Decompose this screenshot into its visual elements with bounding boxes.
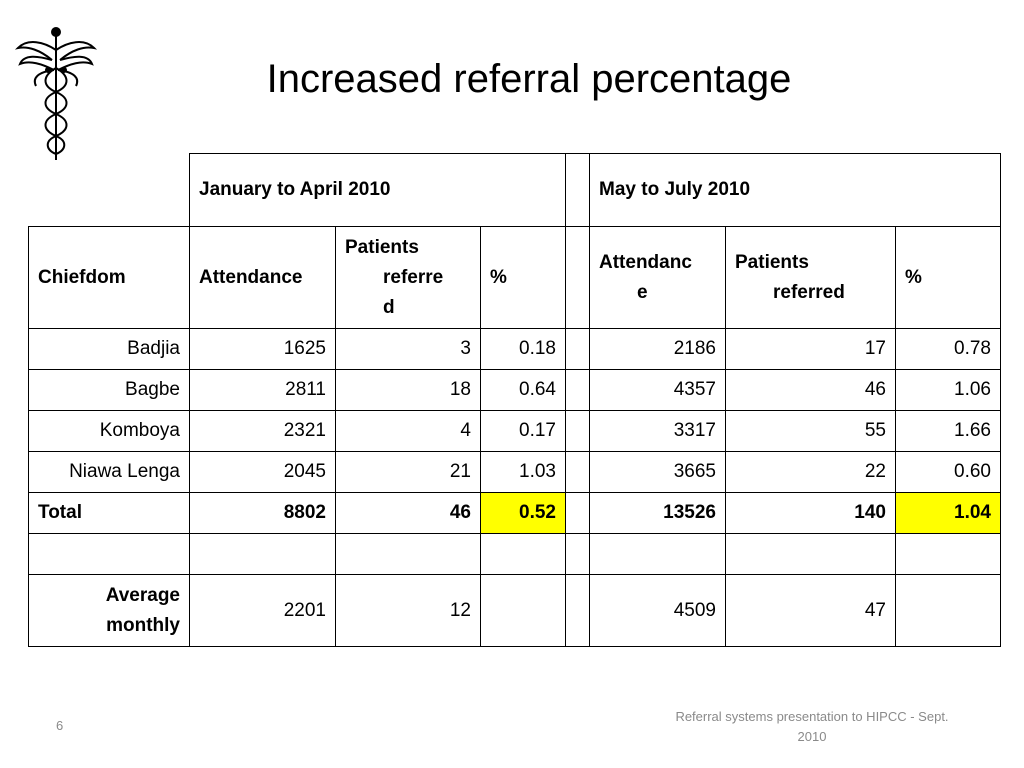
chiefdom-header: Chiefdom	[28, 226, 190, 329]
footer-note: Referral systems presentation to HIPCC -…	[675, 709, 949, 744]
referred1-header: Patients referre d	[335, 226, 481, 329]
average-attendance2: 4509	[589, 574, 726, 647]
empty-cell	[895, 574, 1001, 647]
total-attendance1: 8802	[189, 492, 336, 534]
empty-cell	[28, 533, 190, 575]
chiefdom-cell: Badjia	[28, 328, 190, 370]
average-label-line1: Average	[105, 584, 180, 606]
average-referred2: 47	[725, 574, 896, 647]
attendance1-cell: 2811	[189, 369, 336, 411]
referral-table: January to April 2010 May to July 2010 C…	[28, 153, 1001, 647]
referred2-header-line1: Patients	[735, 251, 809, 273]
referred2-cell: 17	[725, 328, 896, 370]
attendance2-header-line2: e	[637, 281, 648, 303]
separator-cell	[565, 451, 590, 493]
separator-cell	[565, 153, 590, 227]
attendance2-cell: 2186	[589, 328, 726, 370]
table-row: Badjia 1625 3 0.18 2186 17 0.78	[28, 328, 1001, 370]
pct1-cell: 0.18	[480, 328, 566, 370]
pct1-cell: 0.17	[480, 410, 566, 452]
attendance1-cell: 2321	[189, 410, 336, 452]
referred1-cell: 4	[335, 410, 481, 452]
referred1-header-line1: Patients	[345, 236, 419, 258]
pct1-cell: 0.64	[480, 369, 566, 411]
pct2-cell: 1.66	[895, 410, 1001, 452]
referred1-header-line3: d	[383, 296, 395, 318]
average-label: Average monthly	[28, 574, 190, 647]
table-row: Niawa Lenga 2045 21 1.03 3665 22 0.60	[28, 451, 1001, 493]
empty-cell	[725, 533, 896, 575]
total-pct1: 0.52	[480, 492, 566, 534]
total-pct2: 1.04	[895, 492, 1001, 534]
referred1-cell: 18	[335, 369, 481, 411]
empty-cell	[895, 533, 1001, 575]
pct2-cell: 1.06	[895, 369, 1001, 411]
average-label-line2: monthly	[106, 614, 180, 636]
period1-header: January to April 2010	[189, 153, 566, 227]
attendance1-header: Attendance	[189, 226, 336, 329]
referred2-cell: 55	[725, 410, 896, 452]
separator-cell	[565, 533, 590, 575]
page-title: Increased referral percentage	[266, 57, 792, 101]
chiefdom-cell: Bagbe	[28, 369, 190, 411]
empty-cell	[189, 533, 336, 575]
pct2-header: %	[895, 226, 1001, 329]
pct1-cell: 1.03	[480, 451, 566, 493]
average-referred1: 12	[335, 574, 481, 647]
chiefdom-cell: Komboya	[28, 410, 190, 452]
separator-cell	[565, 226, 590, 329]
average-row: Average monthly 2201 12 4509 47	[28, 574, 1001, 647]
period-header-row: January to April 2010 May to July 2010	[29, 153, 1001, 227]
table-row: Bagbe 2811 18 0.64 4357 46 1.06	[28, 369, 1001, 411]
chiefdom-cell: Niawa Lenga	[28, 451, 190, 493]
column-header-row: Chiefdom Attendance Patients referre d %…	[28, 226, 1001, 329]
pct1-header: %	[480, 226, 566, 329]
total-label: Total	[28, 492, 190, 534]
total-referred1: 46	[335, 492, 481, 534]
attendance1-cell: 2045	[189, 451, 336, 493]
table-row: Komboya 2321 4 0.17 3317 55 1.66	[28, 410, 1001, 452]
period2-header: May to July 2010	[589, 153, 1001, 227]
separator-cell	[565, 328, 590, 370]
pct2-cell: 0.78	[895, 328, 1001, 370]
referred2-header-line2: referred	[773, 281, 845, 303]
empty-cell	[335, 533, 481, 575]
attendance2-cell: 3317	[589, 410, 726, 452]
referred1-header-line2: referre	[383, 266, 444, 288]
referred2-header: Patients referred	[725, 226, 896, 329]
pct2-cell: 0.60	[895, 451, 1001, 493]
separator-cell	[565, 369, 590, 411]
attendance2-header-line1: Attendanc	[599, 251, 692, 273]
total-attendance2: 13526	[589, 492, 726, 534]
empty-cell	[480, 574, 566, 647]
caduceus-icon	[14, 27, 98, 160]
attendance1-cell: 1625	[189, 328, 336, 370]
total-row: Total 8802 46 0.52 13526 140 1.04	[28, 492, 1001, 534]
attendance2-cell: 3665	[589, 451, 726, 493]
separator-cell	[565, 574, 590, 647]
empty-corner	[29, 154, 190, 227]
page-number: 6	[56, 718, 64, 733]
separator-cell	[565, 492, 590, 534]
referred1-cell: 21	[335, 451, 481, 493]
separator-cell	[565, 410, 590, 452]
referred2-cell: 22	[725, 451, 896, 493]
attendance2-header: Attendanc e	[589, 226, 726, 329]
referred2-cell: 46	[725, 369, 896, 411]
average-attendance1: 2201	[189, 574, 336, 647]
total-referred2: 140	[725, 492, 896, 534]
referred1-cell: 3	[335, 328, 481, 370]
empty-cell	[480, 533, 566, 575]
empty-cell	[589, 533, 726, 575]
attendance2-cell: 4357	[589, 369, 726, 411]
empty-row	[28, 533, 1001, 575]
